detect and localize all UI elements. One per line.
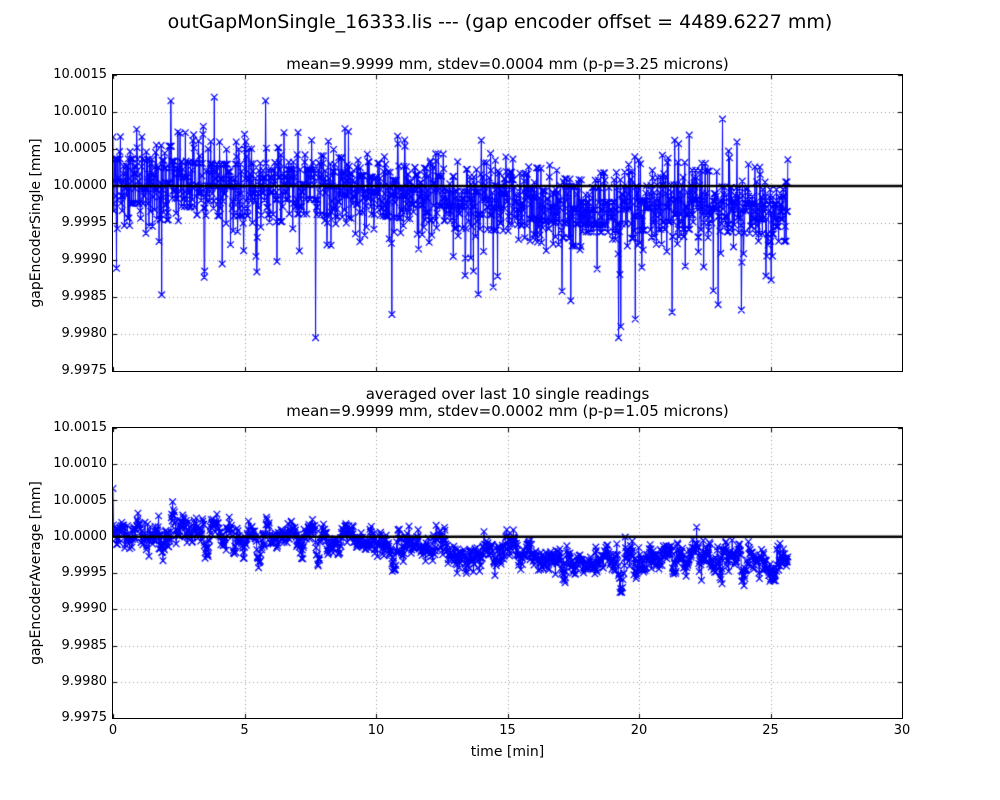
y-tick-label: 9.9980 xyxy=(61,673,108,689)
x-tick-label: 5 xyxy=(240,723,249,738)
average-readings-axes xyxy=(112,427,903,719)
y-tick-label: 9.9985 xyxy=(61,289,108,304)
y-tick-label: 9.9975 xyxy=(61,710,108,725)
y-tick-label: 10.0000 xyxy=(53,178,107,193)
time-axis-label: time [min] xyxy=(470,744,545,760)
y-tick-label: 10.0005 xyxy=(53,492,107,508)
y-tick-label: 10.0015 xyxy=(53,420,107,435)
y-tick-label: 9.9990 xyxy=(61,601,108,617)
y-tick-label: 10.0005 xyxy=(53,141,107,156)
y-tick-label: 10.0010 xyxy=(53,456,107,472)
y-tick-label: 9.9975 xyxy=(61,363,108,378)
x-tick-label: 0 xyxy=(108,723,118,738)
x-tick-label: 25 xyxy=(762,723,779,738)
y-tick-label: 10.0015 xyxy=(53,67,107,82)
figure-title: outGapMonSingle_16333.lis --- (gap encod… xyxy=(167,11,833,33)
single-readings-axes xyxy=(112,74,903,372)
y-tick-label: 9.9990 xyxy=(61,252,108,267)
x-tick-label: 20 xyxy=(630,723,648,738)
x-tick-label: 30 xyxy=(893,723,911,738)
y-tick-label: 9.9980 xyxy=(61,326,108,341)
average-readings-title-line2: mean=9.9999 mm, stdev=0.0002 mm (p-p=1.0… xyxy=(286,402,729,420)
single-readings-title: mean=9.9999 mm, stdev=0.0004 mm (p-p=3.2… xyxy=(286,55,729,73)
y-tick-label: 10.0000 xyxy=(53,528,107,544)
y-tick-label: 9.9985 xyxy=(61,637,108,653)
y-tick-label: 10.0010 xyxy=(53,104,107,119)
single-readings-plot-canvas xyxy=(113,75,902,371)
x-tick-label: 10 xyxy=(367,723,385,738)
y-tick-label: 9.9995 xyxy=(61,215,108,230)
average-readings-plot-canvas xyxy=(113,428,902,718)
y-tick-label: 9.9995 xyxy=(61,565,108,580)
x-tick-label: 15 xyxy=(499,723,516,738)
average-readings-title-line1: averaged over last 10 single readings xyxy=(365,385,650,403)
